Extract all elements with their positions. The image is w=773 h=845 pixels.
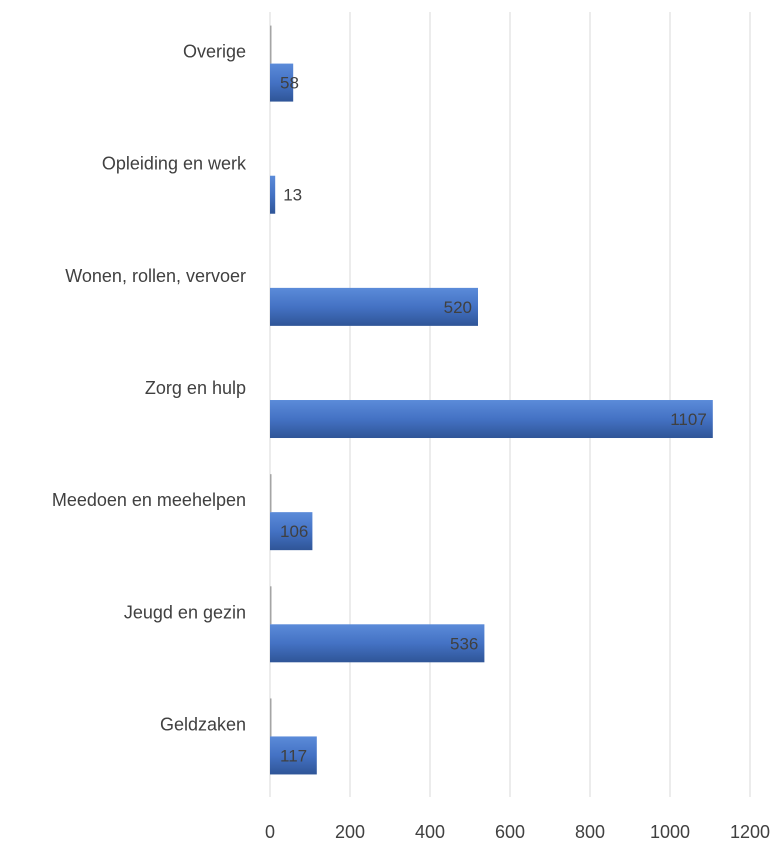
bar: [270, 63, 294, 102]
bar: [270, 512, 313, 551]
data-label: 520: [444, 298, 472, 317]
x-tick-label: 400: [415, 822, 445, 842]
x-tick-label: 600: [495, 822, 525, 842]
bar: [270, 736, 317, 775]
category-label: Wonen, rollen, vervoer: [65, 266, 246, 286]
category-label: Jeugd en gezin: [124, 602, 246, 622]
category-label: Zorg en hulp: [145, 378, 246, 398]
bar-series-1: [270, 474, 272, 513]
bars: [270, 25, 713, 775]
category-label: Opleiding en werk: [102, 154, 247, 174]
x-tick-label: 800: [575, 822, 605, 842]
data-label: 536: [450, 634, 478, 653]
bar: [270, 400, 713, 439]
data-label: 1107: [670, 410, 707, 429]
bar: [270, 287, 478, 326]
labels: 0 200 400 600 800 1000 1200 Overige 58 Opleiding …: [52, 42, 770, 842]
x-tick-label: 0: [265, 822, 275, 842]
x-tick-label: 1200: [730, 822, 770, 842]
bar-series-1: [270, 25, 272, 64]
category-label: Overige: [183, 42, 246, 62]
bar: [270, 624, 485, 663]
data-label: 13: [283, 186, 302, 205]
bar-series-1: [270, 698, 272, 737]
data-label: 117: [280, 746, 307, 765]
x-tick-label: 1000: [650, 822, 690, 842]
category-label: Meedoen en meehelpen: [52, 490, 246, 510]
category-label: Geldzaken: [160, 714, 246, 734]
data-label: 106: [280, 522, 308, 541]
x-tick-label: 200: [335, 822, 365, 842]
bar: [270, 175, 276, 214]
bar-series-1: [270, 586, 272, 625]
data-label: 58: [280, 74, 299, 93]
